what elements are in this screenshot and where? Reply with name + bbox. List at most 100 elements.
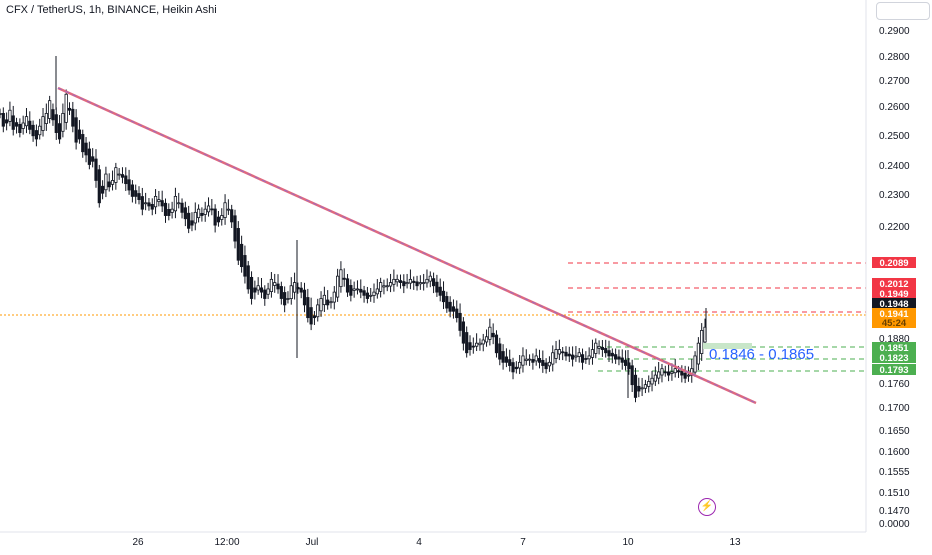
y-tick-label: 0.0000 (879, 519, 910, 530)
candle-body (465, 332, 469, 354)
candle-body (441, 290, 446, 303)
x-tick-label: 4 (416, 537, 422, 548)
candle-body (74, 117, 78, 143)
candle-body (292, 282, 297, 293)
candle-body (302, 289, 307, 306)
candle-body (580, 354, 585, 363)
y-tick-label: 0.1650 (879, 426, 910, 437)
y-tick-label: 0.2800 (879, 52, 910, 63)
candle-body (388, 282, 393, 287)
candle-body (597, 345, 601, 349)
candle-body (435, 281, 439, 293)
candle-body (577, 352, 581, 357)
candle-body (471, 345, 475, 348)
candle-body (276, 283, 280, 290)
candle-body (266, 288, 270, 295)
trendline[interactable] (57, 86, 757, 405)
candle-body (610, 352, 614, 357)
candle-body (81, 134, 85, 153)
price-label: 0.1949 (879, 289, 908, 300)
price-label-box (872, 257, 916, 268)
price-label-box (872, 308, 916, 319)
candle-body (640, 387, 644, 390)
candle-body (64, 93, 68, 123)
candle-body (104, 173, 108, 191)
price-label-box (872, 317, 916, 328)
symbol-search-box[interactable] (876, 2, 930, 20)
candle-body (498, 343, 502, 360)
y-tick-label: 0.2400 (879, 161, 910, 172)
candle-body (332, 291, 336, 303)
price-label-box (872, 364, 916, 375)
y-tick-label: 0.2700 (879, 76, 910, 87)
candle-body (415, 281, 419, 287)
y-tick-label: 0.2900 (879, 26, 910, 37)
candle-body (375, 288, 379, 295)
candle-body (484, 336, 489, 343)
candle-body (653, 374, 657, 382)
candle-body (630, 365, 634, 386)
price-label: 0.2012 (879, 279, 908, 290)
y-tick-label: 0.2300 (879, 190, 910, 201)
candle-body (213, 208, 217, 226)
candle-body (637, 385, 641, 392)
candle-body (87, 148, 91, 165)
candle-body (67, 107, 72, 111)
candle-body (101, 185, 105, 194)
candle-body (422, 282, 426, 284)
candle-body (77, 129, 82, 140)
y-tick-label: 0.1470 (879, 506, 910, 517)
candle-body (458, 312, 462, 331)
candle-body (534, 355, 538, 362)
candle-body (696, 342, 700, 365)
candle-body (501, 351, 505, 363)
candle-body (253, 287, 257, 293)
x-tick-label: Jul (306, 537, 319, 548)
candle-body (673, 368, 677, 374)
candle-body (8, 109, 12, 122)
y-tick-label: 0.1600 (879, 447, 910, 458)
candle-body (170, 208, 174, 213)
candle-body (5, 119, 9, 124)
candle-body (31, 124, 35, 137)
candle-body (670, 371, 674, 374)
price-label-box (872, 288, 916, 299)
candle-body (402, 281, 406, 287)
candle-body (365, 292, 369, 299)
candle-body (527, 358, 532, 361)
x-tick-label: 10 (622, 537, 634, 548)
price-label: 45:24 (882, 318, 907, 329)
candle-body (567, 353, 571, 357)
candle-body (110, 180, 115, 185)
candle-body (0, 113, 2, 115)
candle-body (571, 354, 575, 360)
candle-body (14, 122, 19, 127)
candle-body (11, 115, 15, 130)
candle-body (680, 370, 684, 376)
candle-body (666, 371, 671, 376)
candle-body (41, 116, 45, 131)
candle-body (491, 332, 495, 338)
candle-body (362, 290, 366, 296)
candle-body (604, 348, 608, 354)
candle-body (617, 356, 621, 360)
candle-body (1, 113, 5, 127)
candle-body (518, 361, 522, 369)
candle-body (206, 205, 211, 213)
candle-body (57, 123, 62, 140)
annotation-highlight (703, 343, 752, 349)
candle-body (431, 278, 436, 287)
candle-body (283, 292, 287, 306)
candle-body (183, 207, 187, 220)
y-tick-label: 0.2200 (879, 222, 910, 233)
candle-body (418, 282, 422, 285)
chart-title: CFX / TetherUS, 1h, BINANCE, Heikin Ashi (6, 4, 217, 16)
candle-body (28, 120, 32, 130)
candle-body (369, 294, 373, 297)
candle-body (160, 200, 164, 207)
x-tick-label: 12:00 (214, 537, 239, 548)
candle-body (564, 351, 568, 357)
lightning-icon[interactable]: ⚡ (698, 498, 716, 516)
